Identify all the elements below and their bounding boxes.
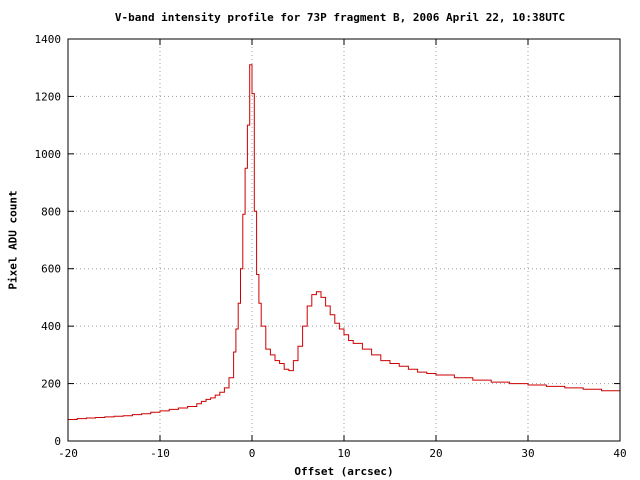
y-tick-label: 1400 bbox=[35, 33, 62, 46]
y-tick-label: 1200 bbox=[35, 90, 62, 103]
chart-title: V-band intensity profile for 73P fragmen… bbox=[114, 11, 566, 24]
data-series bbox=[68, 64, 621, 420]
y-axis-label: Pixel ADU count bbox=[6, 190, 20, 290]
grid-lines bbox=[68, 39, 620, 441]
x-tick-label: 10 bbox=[337, 447, 350, 460]
y-tick-label: 600 bbox=[41, 263, 61, 276]
x-axis-label: Offset (arcsec) bbox=[294, 465, 394, 478]
x-tick-label: 30 bbox=[521, 447, 534, 460]
x-tick-label: 20 bbox=[429, 447, 442, 460]
x-tick-label: 40 bbox=[613, 447, 626, 460]
x-tick-label: 0 bbox=[249, 447, 256, 460]
y-tick-label: 200 bbox=[41, 378, 61, 391]
x-tick-labels: -20 -10 0 10 20 30 40 bbox=[58, 447, 627, 460]
intensity-profile-line bbox=[68, 64, 621, 420]
y-tick-label: 800 bbox=[41, 205, 61, 218]
x-tick-label: -10 bbox=[150, 447, 170, 460]
y-tick-label: 400 bbox=[41, 320, 61, 333]
y-tick-labels: 0 200 400 600 800 1000 1200 1400 bbox=[35, 33, 62, 448]
y-tick-label: 1000 bbox=[35, 148, 62, 161]
y-tick-label: 0 bbox=[54, 435, 61, 448]
x-tick-label: -20 bbox=[58, 447, 78, 460]
axis-ticks bbox=[67, 38, 621, 442]
